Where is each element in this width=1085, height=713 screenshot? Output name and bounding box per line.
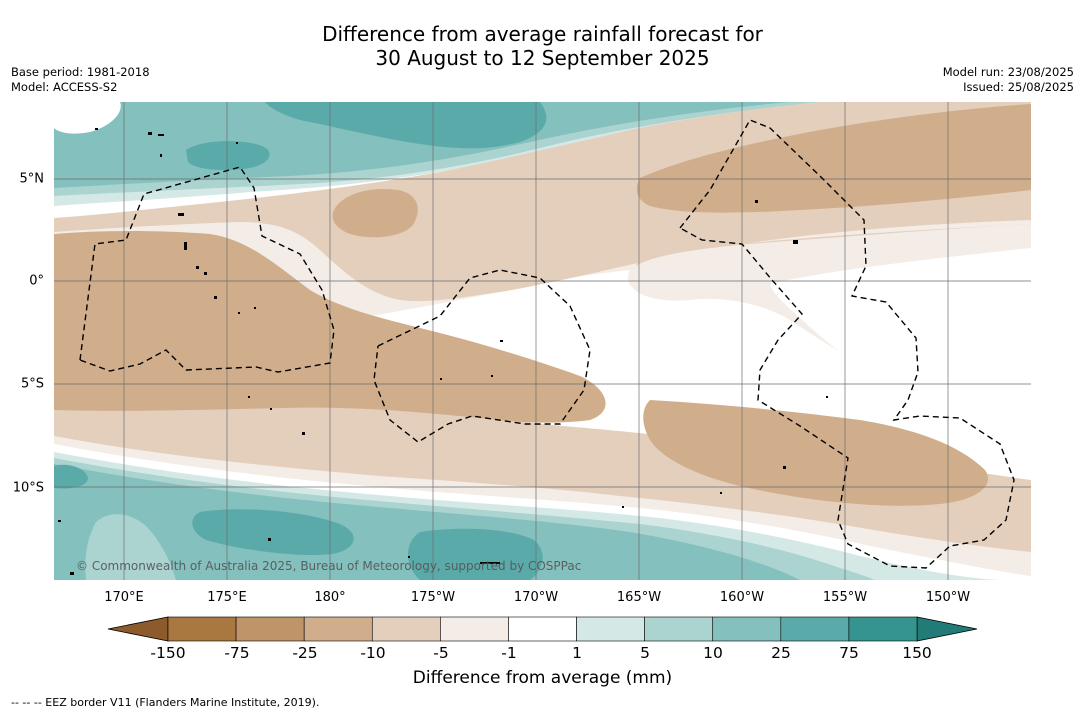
lon-label-180: 180° [314, 590, 346, 605]
colorbar-tick: 10 [703, 644, 723, 662]
lat-label-5s: 5°S [20, 376, 44, 392]
colorbar-swatch [167, 616, 237, 642]
islands [58, 128, 828, 575]
base-period-text: Base period: 1981-2018 [11, 65, 150, 79]
eez-border-phoenix [373, 269, 591, 443]
lon-label-170e: 170°E [104, 590, 144, 605]
region-north-dark-brown [636, 104, 1031, 213]
colorbar-swatch [848, 616, 918, 642]
colorbar-tick: -25 [292, 644, 318, 662]
region-south-teal [54, 464, 800, 580]
region-south-pale-teal-patch [85, 514, 176, 580]
colorbar-tick: 150 [902, 644, 932, 662]
region-east-very-pale [770, 248, 1031, 425]
lat-label-0: 0° [29, 273, 44, 289]
colorbar-tick: -5 [433, 644, 449, 662]
lon-label-175e: 175°E [207, 590, 247, 605]
colorbar-swatch [780, 616, 850, 642]
colorbar [107, 616, 978, 642]
lon-label-175w: 175°W [410, 590, 456, 605]
colorbar-swatch [508, 616, 577, 642]
model-text: Model: ACCESS-S2 [11, 80, 118, 94]
lon-label-160w: 160°W [719, 590, 765, 605]
region-south-dark-brown [643, 400, 988, 506]
colorbar-swatch [303, 616, 373, 642]
copyright-credit: © Commonwealth of Australia 2025, Bureau… [76, 559, 582, 573]
meta-right: Model run: 23/08/2025 Issued: 25/08/2025 [943, 65, 1074, 95]
graticule [54, 102, 1031, 580]
lon-label-165w: 165°W [616, 590, 662, 605]
colorbar-swatch [576, 616, 645, 642]
title-line-2: 30 August to 12 September 2025 [375, 46, 710, 70]
colorbar-swatch [235, 616, 305, 642]
colorbar-tick: -1 [501, 644, 517, 662]
lon-label-150w: 150°W [925, 590, 971, 605]
eez-borders [79, 119, 1015, 569]
region-north-dark-teal-2 [186, 141, 270, 170]
colorbar-tick: -10 [360, 644, 386, 662]
colorbar-tick: -75 [224, 644, 250, 662]
issued-text: Issued: 25/08/2025 [963, 80, 1074, 94]
region-north-dark-teal-1 [265, 102, 547, 149]
rainfall-anomaly-map [54, 102, 1031, 580]
colorbar-swatch [712, 616, 782, 642]
region-south-dark-teal-3 [54, 464, 88, 489]
colorbar-over-arrow [916, 616, 978, 642]
lat-label-10s: 10°S [12, 480, 44, 496]
colorbar-under-arrow [107, 616, 169, 642]
title-line-1: Difference from average rainfall forecas… [322, 22, 763, 46]
region-south-dark-teal-2 [408, 528, 543, 580]
map-title: Difference from average rainfall forecas… [0, 22, 1085, 70]
colorbar-title: Difference from average (mm) [412, 668, 673, 688]
region-south-dark-teal-1 [192, 509, 354, 556]
lat-label-5n: 5°N [19, 171, 45, 187]
model-run-text: Model run: 23/08/2025 [942, 65, 1074, 79]
colorbar-tick: 25 [771, 644, 791, 662]
colorbar-tick: 5 [640, 644, 650, 662]
eez-border-line-islands [679, 119, 1015, 569]
colorbar-swatch [644, 616, 714, 642]
region-north-pale-corner [54, 102, 121, 134]
colorbar-tick: 75 [839, 644, 859, 662]
region-north-dark-brown-islet [332, 188, 418, 238]
colorbar-swatch [440, 616, 509, 642]
colorbar-tick: -150 [150, 644, 186, 662]
lon-label-155w: 155°W [822, 590, 868, 605]
lon-label-170w: 170°W [513, 590, 559, 605]
colorbar-tick: 1 [572, 644, 582, 662]
meta-left: Base period: 1981-2018 Model: ACCESS-S2 [11, 65, 150, 95]
eez-footnote: -- -- -- EEZ border V11 (Flanders Marine… [11, 696, 320, 709]
colorbar-swatch [371, 616, 441, 642]
